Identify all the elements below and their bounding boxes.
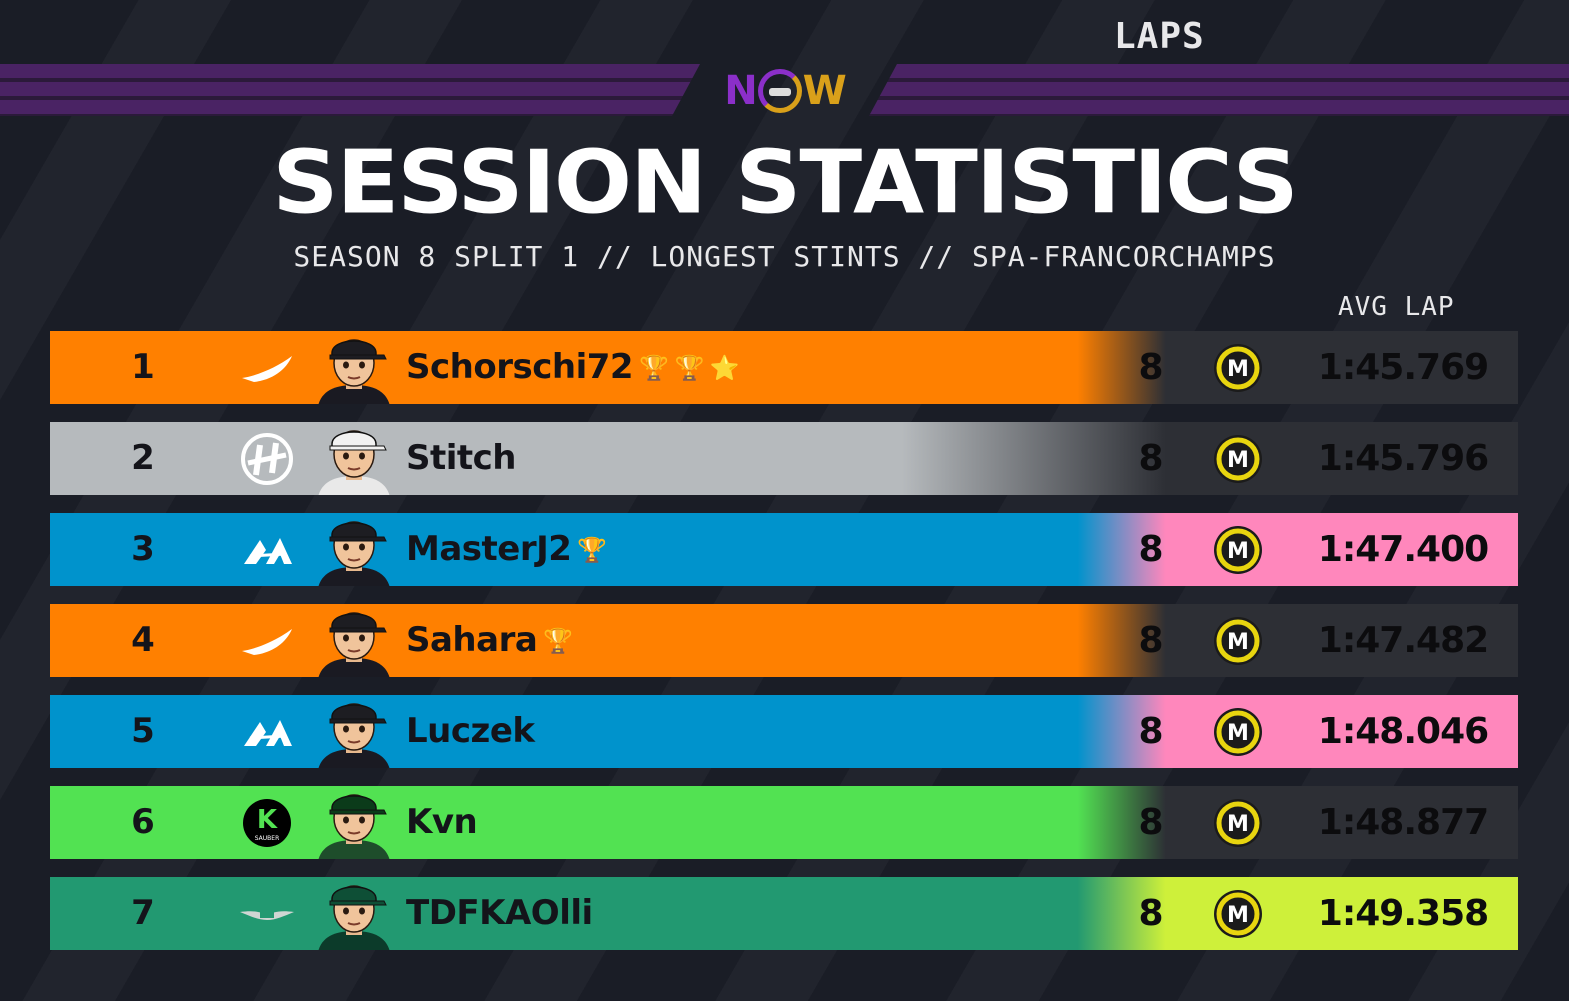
svg-text:M: M: [1227, 448, 1249, 473]
trophy-icon: 🏆: [543, 626, 573, 655]
medium-tyre-icon: M: [1212, 615, 1264, 667]
svg-text:M: M: [1227, 903, 1249, 928]
avg-lap-time: 1:48.046: [1317, 711, 1489, 752]
svg-text:K: K: [257, 805, 278, 835]
svg-text:SAUBER: SAUBER: [255, 835, 280, 842]
driver-name: Sahara: [406, 620, 538, 660]
svg-text:M: M: [1227, 812, 1249, 837]
logo-letter-w: W: [802, 68, 847, 114]
logo-car-icon: [757, 69, 802, 113]
standings-row: 4 Sahara 🏆 8 M 1:47.482: [50, 604, 1518, 677]
medium-tyre-icon: M: [1212, 797, 1264, 849]
driver-avatar: [304, 331, 404, 404]
svg-text:M: M: [1227, 539, 1249, 564]
driver-name: Kvn: [406, 802, 478, 842]
position-number: 2: [131, 438, 155, 478]
position-number: 3: [131, 529, 155, 569]
driver-avatar: [304, 422, 404, 495]
page-subtitle: SEASON 8 SPLIT 1 // LONGEST STINTS // SP…: [293, 240, 1276, 273]
medium-tyre-icon: M: [1212, 888, 1264, 940]
position-number: 4: [131, 620, 155, 660]
standings-row: 1 Schorschi72 🏆 🏆 ⭐ 8 M 1:45.769: [50, 331, 1518, 404]
trophy-icon: 🏆: [577, 535, 607, 564]
driver-name: Schorschi72: [406, 347, 634, 387]
now-logo: N W: [720, 62, 850, 120]
medium-tyre-icon: M: [1212, 524, 1264, 576]
driver-name: Stitch: [406, 438, 517, 478]
laps-value: 8: [1138, 438, 1164, 479]
column-header-laps: LAPS: [1114, 0, 1204, 73]
driver-name-cell: Sahara 🏆: [406, 604, 573, 677]
driver-name: Luczek: [406, 711, 535, 751]
position-number: 7: [131, 893, 155, 933]
mclaren-logo-icon: [236, 342, 298, 394]
trophy-icon: 🏆: [639, 353, 669, 382]
svg-text:M: M: [1227, 357, 1249, 382]
medium-tyre-icon: M: [1212, 706, 1264, 758]
driver-name-cell: Stitch: [406, 422, 517, 495]
position-number: 6: [131, 802, 155, 842]
medium-tyre-icon: M: [1212, 342, 1264, 394]
driver-avatar: [304, 786, 404, 859]
driver-name: MasterJ2: [406, 529, 572, 569]
medium-tyre-icon: M: [1212, 433, 1264, 485]
header-band-right: [869, 64, 1569, 116]
sauber-logo-icon: K SAUBER: [236, 797, 298, 849]
driver-avatar: [304, 513, 404, 586]
position-number: 5: [131, 711, 155, 751]
avg-lap-time: 1:45.769: [1317, 347, 1489, 388]
standings-row: 6 K SAUBER Kvn 8 M 1:48.877: [50, 786, 1518, 859]
avg-lap-time: 1:48.877: [1317, 802, 1489, 843]
alpine-logo-icon: [236, 706, 298, 758]
svg-text:M: M: [1227, 721, 1249, 746]
avg-lap-time: 1:47.482: [1317, 620, 1489, 661]
laps-value: 8: [1138, 802, 1164, 843]
trophy-icon: ⭐: [709, 353, 740, 382]
aston-martin-logo-icon: [236, 888, 298, 940]
driver-avatar: [304, 695, 404, 768]
laps-value: 8: [1138, 620, 1164, 661]
laps-value: 8: [1138, 529, 1164, 570]
standings-row: 2 Stitch 8 M 1:45.796: [50, 422, 1518, 495]
header-band-left: [0, 64, 700, 116]
driver-name-cell: Luczek: [406, 695, 535, 768]
position-number: 1: [131, 347, 155, 387]
laps-value: 8: [1138, 893, 1164, 934]
driver-avatar: [304, 877, 404, 950]
driver-name-cell: MasterJ2 🏆: [406, 513, 607, 586]
driver-name: TDFKAOlli: [406, 893, 593, 933]
column-header-avg-lap: AVG LAP: [1338, 292, 1455, 322]
page-title: SESSION STATISTICS: [272, 131, 1299, 234]
logo-letter-n: N: [724, 68, 757, 114]
avg-lap-time: 1:49.358: [1317, 893, 1489, 934]
trophy-icon: 🏆: [674, 353, 704, 382]
laps-value: 8: [1138, 347, 1164, 388]
driver-name-cell: Schorschi72 🏆 🏆 ⭐: [406, 331, 740, 404]
driver-avatar: [304, 604, 404, 677]
driver-name-cell: TDFKAOlli: [406, 877, 593, 950]
mclaren-logo-icon: [236, 615, 298, 667]
avg-lap-time: 1:45.796: [1317, 438, 1489, 479]
svg-text:M: M: [1227, 630, 1249, 655]
standings-row: 3 MasterJ2 🏆 8 M 1:47.400: [50, 513, 1518, 586]
standings-table: 1 Schorschi72 🏆 🏆 ⭐ 8 M 1:45.769 2 Stitch 8 M 1:45.7…: [50, 331, 1518, 968]
alpine-logo-icon: [236, 524, 298, 576]
avg-lap-time: 1:47.400: [1317, 529, 1489, 570]
driver-name-cell: Kvn: [406, 786, 478, 859]
laps-value: 8: [1138, 711, 1164, 752]
standings-row: 5 Luczek 8 M 1:48.046: [50, 695, 1518, 768]
haas-logo-icon: [236, 433, 298, 485]
standings-row: 7 TDFKAOlli 8 M 1:49.358: [50, 877, 1518, 950]
